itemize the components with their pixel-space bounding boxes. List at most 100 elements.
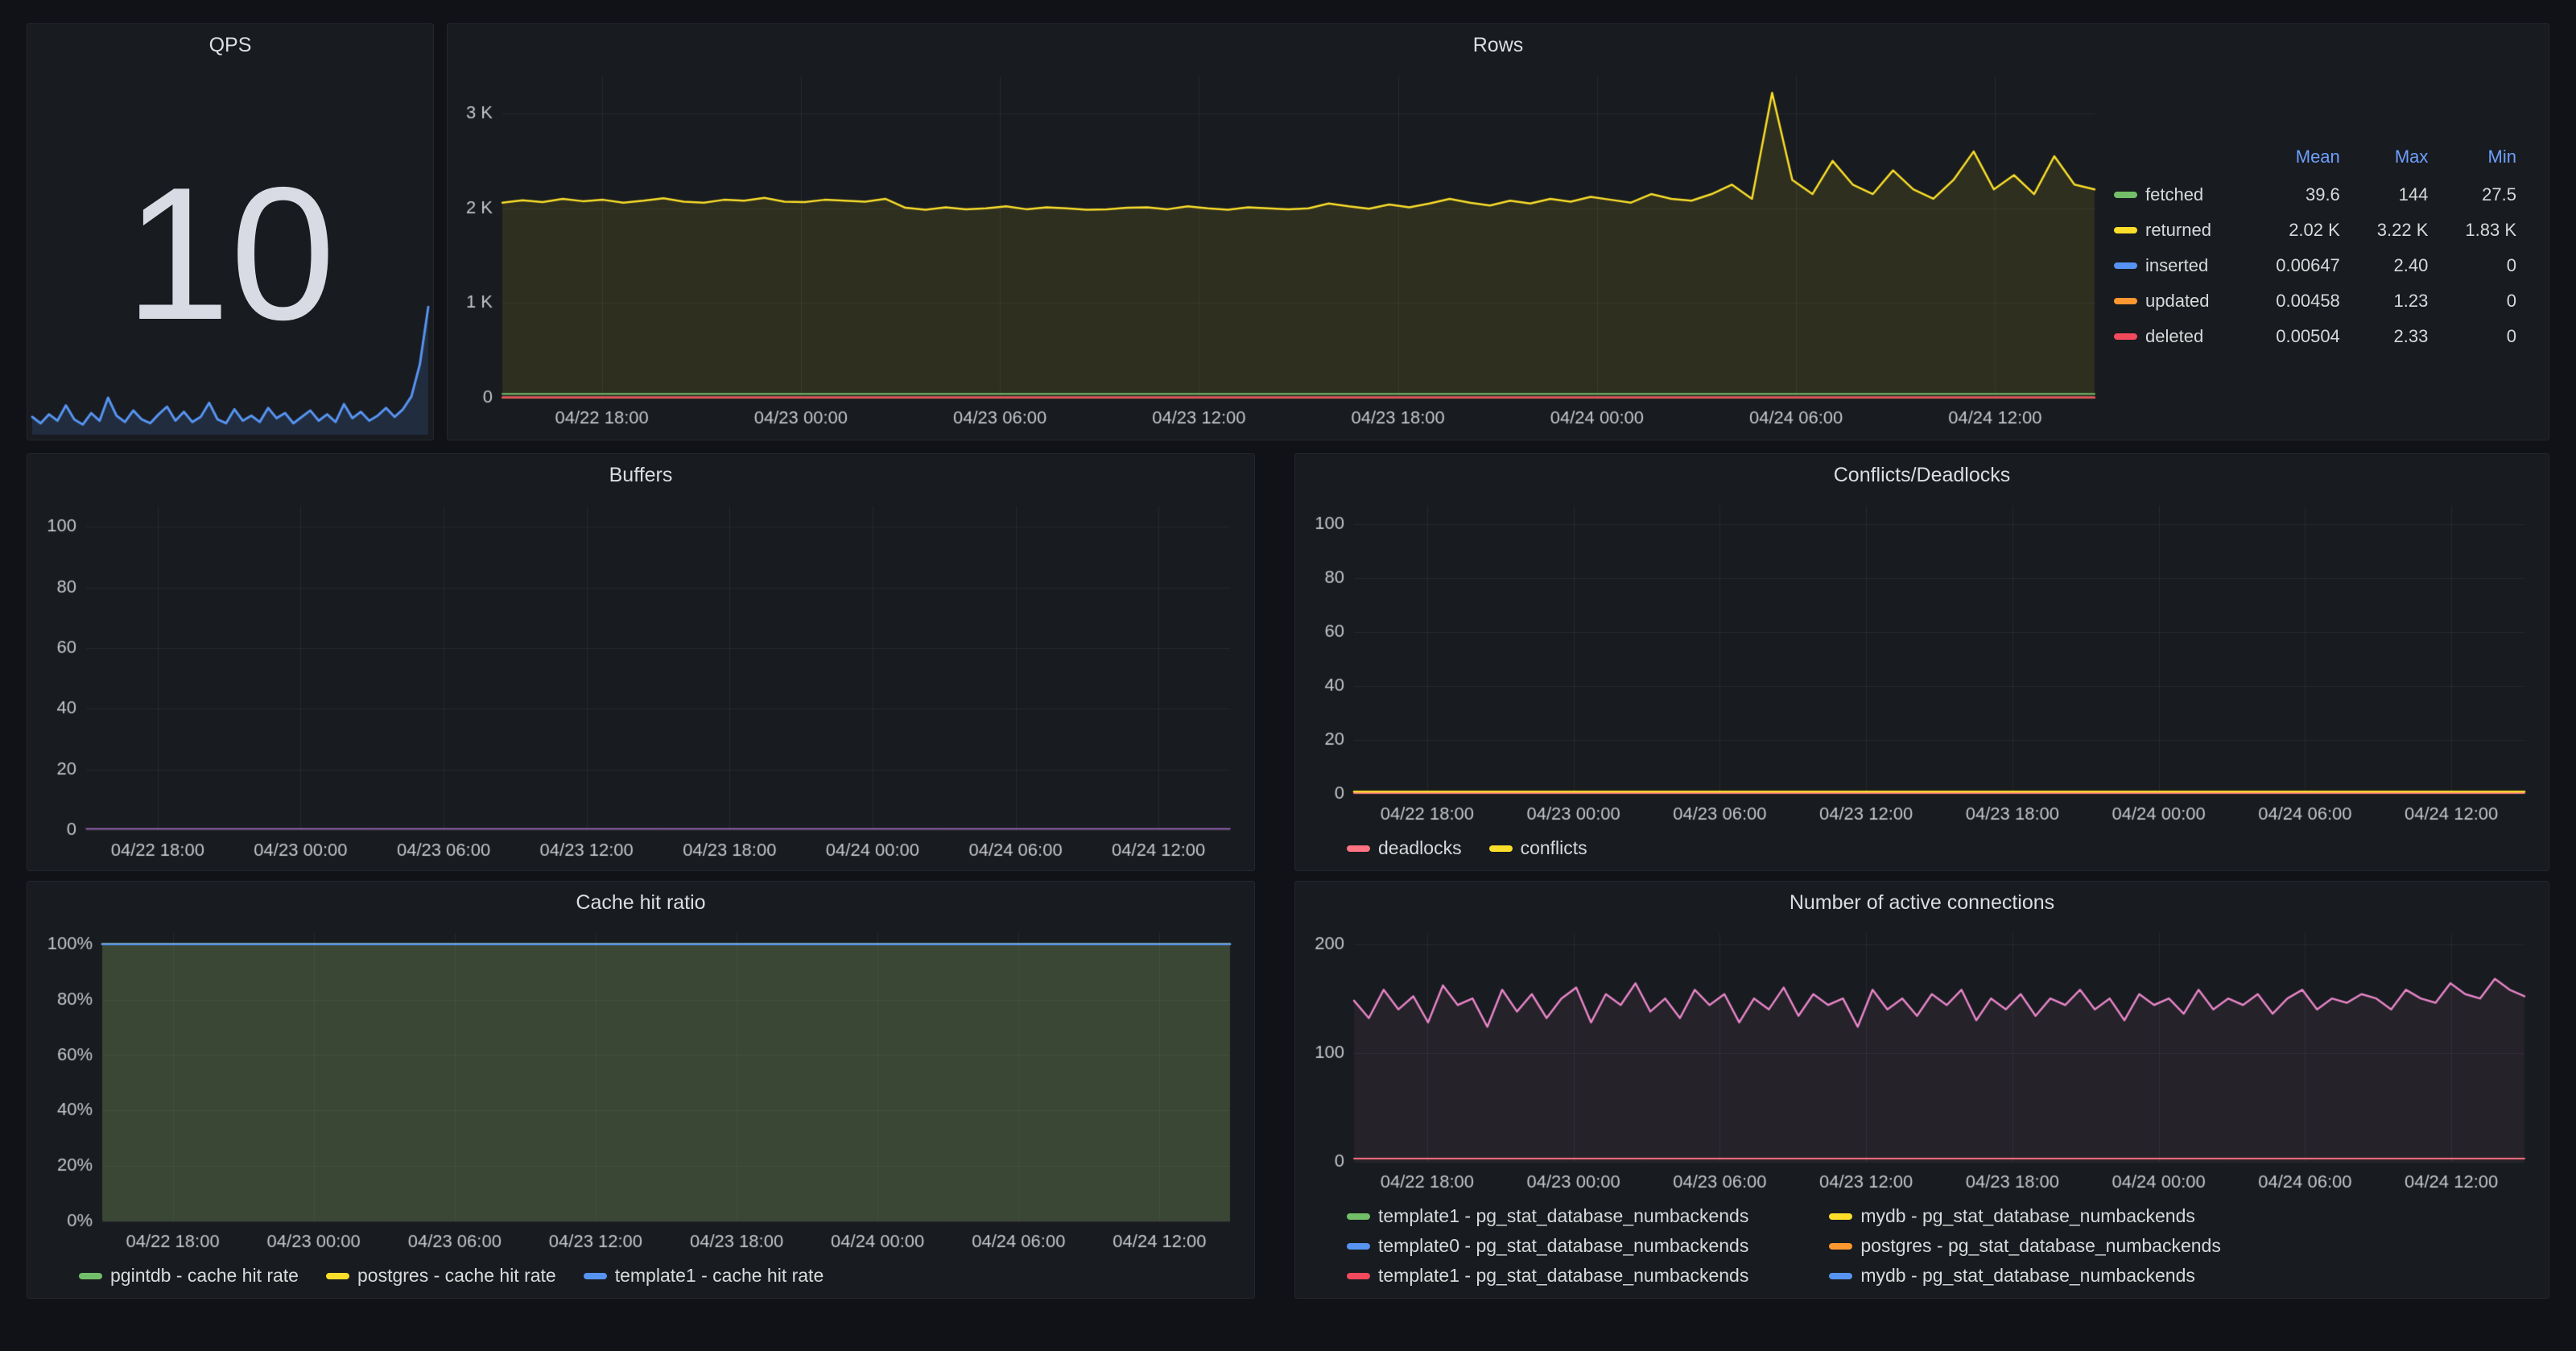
legend-value: 0 (2506, 326, 2516, 346)
legend-label: template0 - pg_stat_database_numbackends (1378, 1235, 1749, 1256)
legend-col-header[interactable]: Min (2487, 147, 2516, 167)
legend-swatch (1347, 1272, 1370, 1279)
panel-rows: Rows Mean Max Min fetched 39.6 144 27.5 returne… (447, 23, 2549, 440)
legend-swatch (1829, 1213, 1853, 1220)
panel-title-buffers[interactable]: Buffers (609, 464, 673, 486)
panel-title-conflicts[interactable]: Conflicts/Deadlocks (1833, 464, 2011, 486)
panel-title-rows[interactable]: Rows (1472, 34, 1524, 56)
legend-row: updated 0.00458 1.23 0 (2114, 283, 2516, 319)
conflicts-chart-wrap (1307, 496, 2537, 829)
cache-chart[interactable] (39, 923, 1243, 1257)
legend-col-header[interactable]: Mean (2295, 147, 2340, 167)
legend-label: conflicts (1520, 837, 1587, 858)
legend-item[interactable]: postgres - cache hit rate (325, 1265, 556, 1287)
qps-sparkline-chart[interactable] (29, 297, 431, 438)
legend-swatch (583, 1272, 607, 1279)
buffers-chart-wrap (39, 496, 1243, 866)
legend-item[interactable]: conflicts (1488, 837, 1587, 859)
legend-swatch (2114, 192, 2137, 198)
legend-item[interactable]: template1 - pg_stat_database_numbackends (1347, 1265, 1748, 1287)
legend-swatch (79, 1272, 102, 1279)
legend-swatch (1488, 845, 1513, 852)
panel-cache-hit-ratio: Cache hit ratio pgintdb - cache hit rate… (27, 881, 1255, 1299)
legend-swatch (1347, 845, 1370, 852)
legend-swatch (2114, 262, 2137, 269)
legend-value: 144 (2398, 184, 2429, 205)
legend-value: 1.83 K (2465, 220, 2516, 240)
connections-chart-wrap (1307, 923, 2537, 1197)
legend-value: 0 (2506, 291, 2516, 311)
legend-col-spacer (2114, 143, 2235, 177)
rows-chart[interactable] (457, 66, 2107, 433)
legend-value: 39.6 (2305, 184, 2340, 205)
legend-item[interactable]: deadlocks (1347, 837, 1462, 859)
series-name[interactable]: deleted (2145, 326, 2204, 346)
legend-label: mydb - pg_stat_database_numbackends (1860, 1265, 2195, 1286)
legend-value: 27.5 (2482, 184, 2516, 205)
legend-item[interactable]: template1 - cache hit rate (583, 1265, 824, 1287)
legend-row: returned 2.02 K 3.22 K 1.83 K (2114, 213, 2516, 248)
panel-active-connections: Number of active connections template1 -… (1294, 881, 2549, 1299)
rows-legend-table: Mean Max Min fetched 39.6 144 27.5 returned 2.02… (2114, 143, 2516, 354)
buffers-panel-body (27, 496, 1254, 870)
legend-label: postgres - pg_stat_database_numbackends (1860, 1235, 2221, 1256)
legend-value: 0 (2506, 255, 2516, 275)
legend-item[interactable]: mydb - pg_stat_database_numbackends (1829, 1265, 2221, 1287)
series-name[interactable]: updated (2145, 291, 2210, 311)
legend-item[interactable]: mydb - pg_stat_database_numbackends (1829, 1205, 2221, 1227)
buffers-chart[interactable] (39, 496, 1243, 866)
legend-swatch (1829, 1242, 1853, 1250)
panel-title-qps[interactable]: QPS (208, 34, 252, 56)
legend-label: pgintdb - cache hit rate (110, 1265, 299, 1286)
panel-buffers: Buffers (27, 453, 1255, 871)
legend-value: 3.22 K (2376, 220, 2429, 240)
legend-label: template1 - pg_stat_database_numbackends (1378, 1265, 1749, 1286)
legend-swatch (1347, 1213, 1370, 1220)
legend-item[interactable]: pgintdb - cache hit rate (79, 1265, 299, 1287)
panel-title-cache[interactable]: Cache hit ratio (576, 891, 706, 914)
legend-row: inserted 0.00647 2.40 0 (2114, 248, 2516, 283)
rows-panel-body: Mean Max Min fetched 39.6 144 27.5 returned 2.02… (448, 66, 2549, 440)
legend-value: 0.00647 (2276, 255, 2340, 275)
legend-item[interactable]: template1 - pg_stat_database_numbackends (1347, 1205, 1748, 1227)
legend-value: 0.00458 (2276, 291, 2340, 311)
connections-legend: template1 - pg_stat_database_numbackends… (1295, 1202, 2549, 1298)
rows-legend: Mean Max Min fetched 39.6 144 27.5 returned 2.02… (2114, 143, 2516, 433)
legend-label: template1 - pg_stat_database_numbackends (1378, 1205, 1749, 1226)
qps-stat-value: 10 (125, 147, 336, 359)
legend-swatch (2114, 298, 2137, 304)
legend-col-header[interactable]: Max (2394, 147, 2429, 167)
legend-label: deadlocks (1378, 837, 1462, 858)
legend-label: mydb - pg_stat_database_numbackends (1860, 1205, 2195, 1226)
conflicts-chart[interactable] (1307, 496, 2537, 829)
rows-chart-wrap (457, 66, 2107, 433)
cache-legend: pgintdb - cache hit rate postgres - cache… (27, 1262, 1254, 1298)
series-name[interactable]: returned (2145, 220, 2211, 240)
legend-swatch (2114, 333, 2137, 340)
legend-value: 2.02 K (2289, 220, 2340, 240)
legend-item[interactable]: postgres - pg_stat_database_numbackends (1829, 1235, 2221, 1257)
panel-conflicts-deadlocks: Conflicts/Deadlocks deadlocks conflicts (1294, 453, 2549, 871)
legend-value: 2.40 (2393, 255, 2429, 275)
connections-panel-body (1295, 923, 2549, 1202)
legend-swatch (325, 1272, 349, 1279)
legend-row: fetched 39.6 144 27.5 (2114, 177, 2516, 213)
qps-stat-area: 10 (27, 66, 433, 440)
legend-value: 1.23 (2393, 291, 2429, 311)
legend-row: deleted 0.00504 2.33 0 (2114, 319, 2516, 354)
panel-qps: QPS 10 (27, 23, 434, 440)
series-name[interactable]: fetched (2145, 184, 2204, 205)
panel-title-connections[interactable]: Number of active connections (1789, 891, 2055, 914)
qps-sparkline-wrap (29, 297, 431, 438)
legend-swatch (2114, 227, 2137, 233)
legend-label: template1 - cache hit rate (614, 1265, 824, 1286)
legend-item[interactable]: template0 - pg_stat_database_numbackends (1347, 1235, 1748, 1257)
cache-chart-wrap (39, 923, 1243, 1257)
legend-swatch (1347, 1242, 1370, 1250)
conflicts-panel-body (1295, 496, 2549, 834)
conflicts-legend: deadlocks conflicts (1295, 834, 2549, 870)
series-name[interactable]: inserted (2145, 255, 2209, 275)
legend-swatch (1829, 1272, 1853, 1279)
connections-chart[interactable] (1307, 923, 2537, 1197)
